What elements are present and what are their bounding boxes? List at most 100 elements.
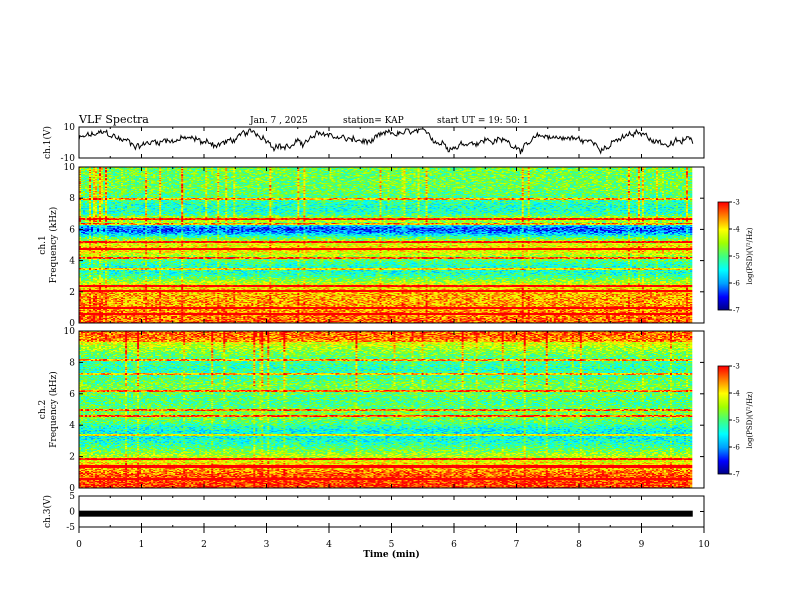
spectrogram-cell: [616, 168, 618, 169]
spectrogram-cell: [388, 168, 390, 169]
spectrogram-cell: [227, 169, 229, 170]
spectrogram-cell: [151, 168, 153, 169]
spectrogram-cell: [215, 168, 217, 169]
spectrogram-cell: [167, 168, 169, 169]
spectrogram-cell: [490, 169, 492, 170]
spectrogram-cell: [169, 168, 171, 169]
spectrogram-cell: [149, 168, 151, 169]
spectrogram-cell: [347, 169, 349, 170]
spectrogram-cell: [590, 168, 592, 169]
spectrogram-cell: [201, 168, 203, 169]
spectrogram-cell: [245, 169, 247, 170]
spectrogram-cell: [400, 169, 402, 170]
spectrogram-cell: [185, 168, 187, 169]
spectrogram-cell: [267, 168, 269, 169]
spectrogram-cell: [123, 169, 125, 170]
spectrogram-cell: [560, 169, 562, 170]
spectrogram-cell: [498, 168, 500, 169]
spectrogram-cell: [123, 168, 125, 169]
spectrogram-cell: [107, 168, 109, 169]
spectrogram-cell: [686, 168, 688, 169]
spectrogram-cell: [219, 169, 221, 170]
spectrogram-cell: [402, 169, 404, 170]
spectrogram-cell: [550, 169, 552, 170]
spectrogram-cell: [682, 168, 684, 169]
spectrogram-cell: [275, 169, 277, 170]
spectrogram-cell: [424, 168, 426, 169]
spectrogram-cell: [269, 169, 271, 170]
spectrogram-cell: [414, 169, 416, 170]
spectrogram-cell: [295, 169, 297, 170]
spectrogram-cell: [688, 168, 690, 169]
spectrogram-cell: [396, 168, 398, 169]
spectrogram-cell: [259, 168, 261, 169]
spectrogram-cell: [153, 169, 155, 170]
spectrogram-cell: [191, 168, 193, 169]
spectrogram-cell: [412, 169, 414, 170]
spectrogram-cell: [281, 169, 283, 170]
spectrogram-cell: [199, 168, 201, 169]
spectrogram-cell: [175, 168, 177, 169]
spectrogram-cell: [512, 169, 514, 170]
spectrogram-cell: [119, 168, 121, 169]
spectrogram-cell: [325, 168, 327, 169]
spectrogram-cell: [245, 168, 247, 169]
spectrogram-cell: [143, 169, 145, 170]
spectrogram-cell: [558, 169, 560, 170]
spectrogram-cell: [81, 169, 83, 170]
spectrogram-cell: [662, 168, 664, 169]
spectrogram-cell: [614, 168, 616, 169]
spectrogram-cell: [233, 169, 235, 170]
spectrogram-cell: [566, 169, 568, 170]
spectrogram-cell: [468, 169, 470, 170]
spectrogram-cell: [446, 169, 448, 170]
spectrogram-cell: [418, 169, 420, 170]
spectrogram-cell: [460, 168, 462, 169]
spectrogram-cell: [367, 168, 369, 169]
spectrogram-cell: [201, 169, 203, 170]
spectrogram-cell: [115, 169, 117, 170]
spectrogram-cell: [177, 169, 179, 170]
spectrogram-cell: [556, 169, 558, 170]
spectrogram-cell: [185, 169, 187, 170]
spectrogram-cell: [430, 168, 432, 169]
spectrogram-cell: [107, 169, 109, 170]
spectrogram-cell: [325, 169, 327, 170]
spectrogram-cell: [293, 169, 295, 170]
spectrogram-cell: [488, 169, 490, 170]
spectrogram-cell: [183, 168, 185, 169]
spectrogram-cell: [544, 168, 546, 169]
spectrogram-cell: [506, 169, 508, 170]
spectrogram-cell: [580, 169, 582, 170]
spectrogram-cell: [406, 169, 408, 170]
spectrogram-cell: [229, 169, 231, 170]
spectrogram-cell: [167, 169, 169, 170]
spectrogram-cell: [89, 169, 91, 170]
spectrogram-cell: [187, 169, 189, 170]
spectrogram-cell: [243, 169, 245, 170]
spectrogram-cell: [237, 168, 239, 169]
spectrogram-cell: [420, 168, 422, 169]
spectrogram-cell: [568, 169, 570, 170]
spectrogram-cell: [526, 169, 528, 170]
spectrogram-cell: [404, 169, 406, 170]
spectrogram-cell: [347, 168, 349, 169]
spectrogram-cell: [488, 168, 490, 169]
spectrogram-cell: [442, 169, 444, 170]
spectrogram-cell: [514, 168, 516, 169]
spectrogram-cell: [99, 169, 101, 170]
spectrogram-cell: [442, 168, 444, 169]
spectrogram-cell: [303, 169, 305, 170]
spectrogram-cell: [283, 169, 285, 170]
spectrogram-cell: [560, 168, 562, 169]
spectrogram-cell: [536, 168, 538, 169]
spectrogram-cell: [518, 168, 520, 169]
spectrogram-cell: [438, 168, 440, 169]
spectrogram-cell: [446, 168, 448, 169]
spectrogram-cell: [498, 169, 500, 170]
station-label: station= KAP: [343, 116, 404, 126]
spectrogram-cell: [235, 169, 237, 170]
spectrogram-cell: [135, 169, 137, 170]
spectrogram-cell: [379, 169, 381, 170]
spectrogram-cell: [143, 168, 145, 169]
